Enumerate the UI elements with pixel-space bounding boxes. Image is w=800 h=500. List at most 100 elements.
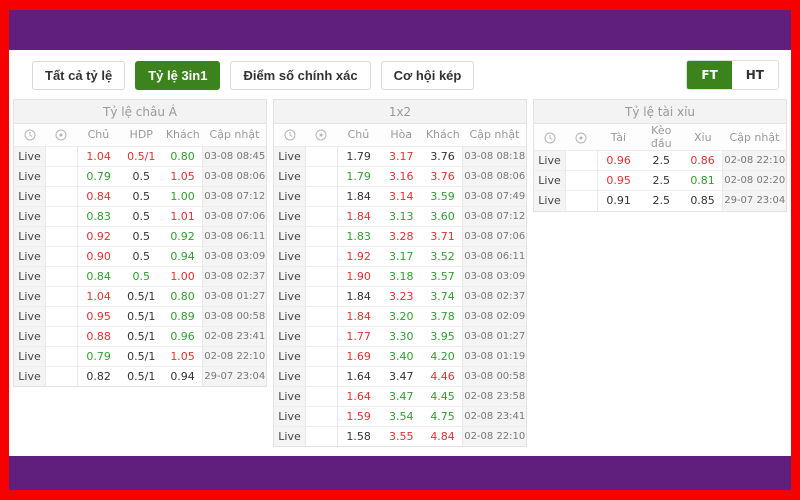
column-header-hdp: HDP <box>119 124 163 147</box>
tab-all-odds[interactable]: Tất cả tỷ lệ <box>32 60 126 90</box>
tab-3in1-odds[interactable]: Tỷ lệ 3in1 <box>135 60 221 90</box>
live-badge: Live <box>274 405 306 426</box>
odds-value: 1.77 <box>337 325 380 346</box>
odds-value: 1.84 <box>337 185 380 206</box>
match-icon-cell <box>305 165 338 186</box>
odds-value: 1.59 <box>337 405 380 426</box>
updated-time: 03-08 08:45 <box>202 146 266 166</box>
odds-value: 1.05 <box>162 345 203 366</box>
match-icon-cell <box>45 185 78 206</box>
odds-row: Live 0.95 0.5/1 0.89 03-08 00:58 <box>14 305 266 326</box>
odds-row: Live 0.91 2.5 0.85 29-07 23:04 <box>534 190 786 211</box>
odds-row: Live 1.64 3.47 4.46 03-08 00:58 <box>274 365 526 386</box>
odds-value: 1.83 <box>337 225 380 246</box>
updated-time: 29-07 23:04 <box>202 365 266 386</box>
odds-value: 3.28 <box>379 225 423 246</box>
odds-value: 3.76 <box>422 165 463 186</box>
odds-value: 3.17 <box>379 245 423 266</box>
column-header-row: Chủ Hòa Khách Cập nhật <box>274 124 526 147</box>
toggle-ht[interactable]: HT <box>731 61 778 89</box>
match-icon-cell <box>45 365 78 386</box>
odds-value: 0.5 <box>119 265 163 286</box>
odds-value: 0.83 <box>77 205 120 226</box>
tab-double-chance[interactable]: Cơ hội kép <box>380 60 475 90</box>
one-x-two-table: 1x2 Chủ Hòa Khách Cập nhật Live 1.79 3 <box>273 99 527 447</box>
odds-value: 1.84 <box>337 285 380 306</box>
odds-row: Live 1.69 3.40 4.20 03-08 01:19 <box>274 345 526 366</box>
top-banner <box>9 10 791 50</box>
odds-value: 3.76 <box>430 149 455 163</box>
updated-time: 03-08 02:37 <box>462 285 526 306</box>
live-badge: Live <box>14 205 46 226</box>
toggle-ft[interactable]: FT <box>687 61 732 89</box>
odds-value: 0.84 <box>77 265 120 286</box>
odds-value: 0.80 <box>170 149 195 163</box>
match-icon-cell <box>305 205 338 226</box>
odds-value: 3.57 <box>422 265 463 286</box>
odds-row: Live 1.04 0.5/1 0.80 03-08 08:45 <box>14 146 266 166</box>
column-header-row: Chủ HDP Khách Cập nhật <box>14 124 266 147</box>
odds-row: Live 0.96 2.5 0.86 02-08 22:10 <box>534 150 786 171</box>
odds-value: 0.96 <box>606 154 631 167</box>
match-icon-cell <box>45 265 78 286</box>
odds-value: 0.5/1 <box>119 325 163 346</box>
odds-value: 0.96 <box>162 325 203 346</box>
tab-correct-score[interactable]: Điểm số chính xác <box>230 60 371 90</box>
match-icon-cell <box>305 365 338 386</box>
match-icon-cell <box>305 345 338 366</box>
odds-value: 3.59 <box>422 185 463 206</box>
updated-time: 03-08 06:11 <box>462 245 526 266</box>
odds-filter-toolbar: Tất cả tỷ lệ Tỷ lệ 3in1 Điểm số chính xá… <box>9 50 791 97</box>
live-badge: Live <box>14 305 46 326</box>
odds-value: 1.00 <box>162 185 203 206</box>
updated-time: 03-08 00:58 <box>462 365 526 386</box>
content-area: Tất cả tỷ lệ Tỷ lệ 3in1 Điểm số chính xá… <box>9 50 791 456</box>
live-badge: Live <box>534 170 566 191</box>
odds-value: 1.79 <box>346 149 371 163</box>
live-badge: Live <box>274 205 306 226</box>
column-header-under: Xỉu <box>682 124 723 151</box>
odds-value: 3.74 <box>422 285 463 306</box>
odds-value: 4.45 <box>422 385 463 406</box>
odds-row: Live 1.83 3.28 3.71 03-08 07:06 <box>274 225 526 246</box>
odds-value: 0.94 <box>162 365 203 386</box>
updated-time: 02-08 02:20 <box>722 170 786 191</box>
odds-value: 1.84 <box>337 205 380 226</box>
odds-value: 1.04 <box>86 149 111 163</box>
over-under-table: Tỷ lệ tài xỉu Tài Kèo đầu Xỉu Cập nhật <box>533 99 787 212</box>
match-icon-cell <box>305 245 338 266</box>
column-header-updated: Cập nhật <box>722 124 786 151</box>
live-badge: Live <box>534 190 566 211</box>
target-icon <box>565 124 597 151</box>
live-badge: Live <box>274 265 306 286</box>
odds-row: Live 1.84 3.20 3.78 03-08 02:09 <box>274 305 526 326</box>
column-header-row: Tài Kèo đầu Xỉu Cập nhật <box>534 124 786 151</box>
updated-time: 03-08 01:19 <box>462 345 526 366</box>
updated-time: 29-07 23:04 <box>722 190 786 211</box>
odds-value: 0.85 <box>682 190 723 211</box>
odds-row: Live 1.92 3.17 3.52 03-08 06:11 <box>274 245 526 266</box>
updated-time: 03-08 07:12 <box>462 205 526 226</box>
column-header-home: Chủ <box>337 124 380 147</box>
match-icon-cell <box>305 265 338 286</box>
match-icon-cell <box>45 285 78 306</box>
odds-row: Live 1.59 3.54 4.75 02-08 23:41 <box>274 405 526 426</box>
live-badge: Live <box>274 185 306 206</box>
updated-time: 03-08 02:37 <box>202 265 266 286</box>
column-header-updated: Cập nhật <box>202 124 266 147</box>
odds-value: 0.88 <box>77 325 120 346</box>
match-icon-cell <box>45 146 78 166</box>
updated-time: 03-08 08:06 <box>202 165 266 186</box>
match-icon-cell <box>45 345 78 366</box>
odds-value: 3.47 <box>379 385 423 406</box>
odds-value: 0.5 <box>119 245 163 266</box>
odds-value: 1.69 <box>337 345 380 366</box>
table-title: Tỷ lệ châu Á <box>14 100 266 124</box>
updated-time: 02-08 23:41 <box>462 405 526 426</box>
odds-value: 0.5 <box>119 225 163 246</box>
column-header-home: Chủ <box>77 124 120 147</box>
odds-row: Live 0.92 0.5 0.92 03-08 06:11 <box>14 225 266 246</box>
live-badge: Live <box>274 325 306 346</box>
odds-tables: Tỷ lệ châu Á Chủ HDP Khách Cập nhật <box>9 97 791 456</box>
